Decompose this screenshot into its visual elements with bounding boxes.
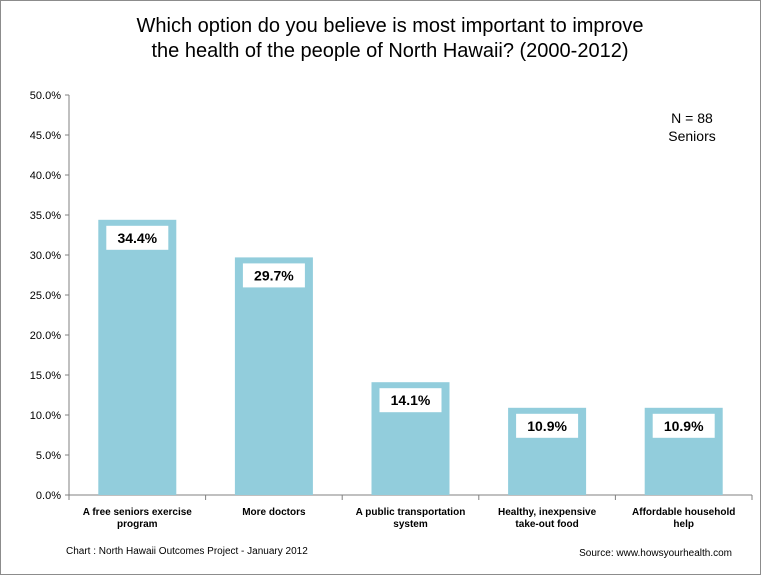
category-label: system bbox=[393, 519, 428, 530]
bars bbox=[98, 219, 723, 496]
category-label: A public transportation bbox=[356, 507, 466, 518]
footer-left: Chart : North Hawaii Outcomes Project - … bbox=[66, 546, 308, 557]
category-label: help bbox=[673, 519, 694, 530]
chart-title: Which option do you believe is most impo… bbox=[137, 15, 644, 62]
category-label: Healthy, inexpensive bbox=[498, 507, 597, 518]
y-tick-label: 0.0% bbox=[36, 490, 61, 502]
annotation-line: N = 88 bbox=[671, 110, 713, 126]
y-tick-label: 45.0% bbox=[30, 130, 61, 142]
category-label: Affordable household bbox=[632, 507, 735, 518]
data-label-box bbox=[242, 263, 305, 288]
y-tick-label: 30.0% bbox=[30, 250, 61, 262]
footer-right: Source: www.howsyourhealth.com bbox=[579, 548, 732, 559]
title-line: the health of the people of North Hawaii… bbox=[152, 40, 629, 62]
data-label: 14.1% bbox=[391, 392, 431, 408]
y-tick-label: 5.0% bbox=[36, 450, 61, 462]
y-tick-label: 25.0% bbox=[30, 290, 61, 302]
data-label: 10.9% bbox=[527, 418, 567, 434]
title-line: Which option do you believe is most impo… bbox=[137, 15, 644, 37]
data-label-box bbox=[379, 388, 442, 413]
category-label: take-out food bbox=[515, 519, 578, 530]
axes: 0.0% 5.0% 10.0% 15.0% 20.0% 25.0% 30.0% 35.0% 40… bbox=[30, 90, 753, 502]
data-label: 29.7% bbox=[254, 267, 294, 283]
category-label: A free seniors exercise bbox=[83, 507, 193, 518]
y-tick-label: 20.0% bbox=[30, 330, 61, 342]
y-tick-label: 15.0% bbox=[30, 370, 61, 382]
category-label: More doctors bbox=[242, 507, 306, 518]
y-tick-label: 40.0% bbox=[30, 170, 61, 182]
sample-size-annotation: N = 88 Seniors bbox=[668, 110, 715, 144]
bar bbox=[234, 257, 313, 495]
data-label-box bbox=[652, 413, 715, 438]
data-label-box bbox=[516, 413, 579, 438]
data-label: 10.9% bbox=[664, 418, 704, 434]
footer: Chart : North Hawaii Outcomes Project - … bbox=[66, 546, 732, 559]
y-tick-label: 50.0% bbox=[30, 90, 61, 102]
annotation-line: Seniors bbox=[668, 128, 715, 144]
data-labels: 34.4% 29.7% 14.1% 10.9% 10.9% bbox=[106, 225, 715, 438]
y-tick-label: 35.0% bbox=[30, 210, 61, 222]
category-label: program bbox=[117, 519, 158, 530]
data-label: 34.4% bbox=[117, 230, 157, 246]
data-label-box bbox=[106, 225, 169, 250]
y-tick-label: 10.0% bbox=[30, 410, 61, 422]
bar bbox=[98, 219, 177, 496]
